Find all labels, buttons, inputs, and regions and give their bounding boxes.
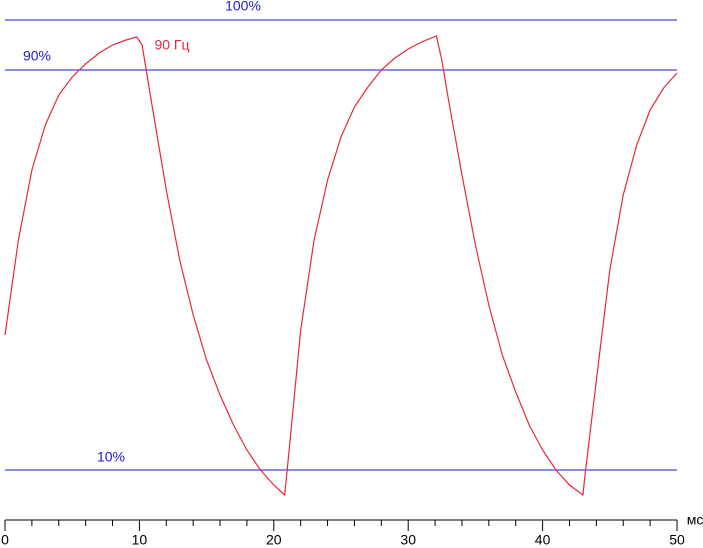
x-tick-label: 40 xyxy=(535,532,551,548)
x-tick-label: 20 xyxy=(266,532,282,548)
x-tick-label: 50 xyxy=(669,532,685,548)
x-tick-label: 30 xyxy=(400,532,416,548)
x-axis-label: мс xyxy=(687,512,703,528)
reference-label: 10% xyxy=(97,449,125,465)
line xyxy=(4,35,678,497)
x-tick-label: 10 xyxy=(132,532,148,548)
x-tick-label: 0 xyxy=(1,532,9,548)
reference-label: 90% xyxy=(23,48,51,64)
reference-label: 100% xyxy=(225,0,261,14)
annotation: 90 Гц xyxy=(154,37,189,53)
